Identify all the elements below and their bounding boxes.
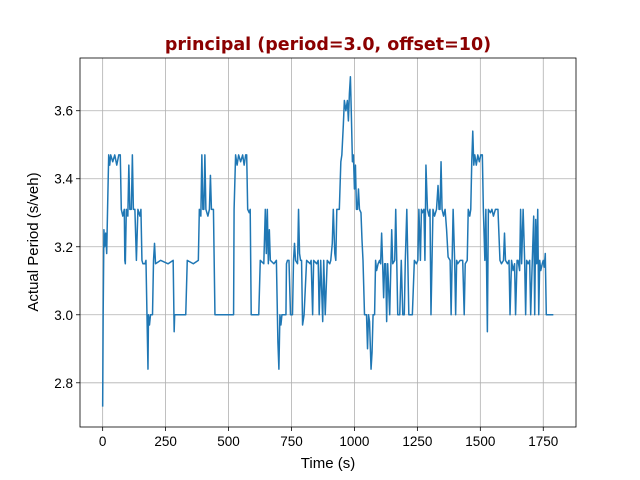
y-tick-label: 3.4 xyxy=(54,172,73,187)
x-tick-label: 750 xyxy=(280,434,303,449)
y-tick-label: 3.0 xyxy=(54,308,73,323)
y-axis: 2.8 3.0 3.2 3.4 3.6 xyxy=(54,104,80,391)
x-tick-label: 0 xyxy=(99,434,107,449)
x-axis-label: Time (s) xyxy=(301,455,355,472)
y-tick-label: 3.6 xyxy=(54,104,73,119)
y-tick-label: 3.2 xyxy=(54,240,73,255)
x-tick-label: 1750 xyxy=(528,434,558,449)
y-tick-label: 2.8 xyxy=(54,376,73,391)
x-tick-label: 500 xyxy=(217,434,240,449)
chart-title: principal (period=3.0, offset=10) xyxy=(165,35,491,55)
grid xyxy=(80,58,576,427)
x-tick-label: 1250 xyxy=(402,434,432,449)
x-tick-label: 1500 xyxy=(465,434,495,449)
series-line xyxy=(101,75,554,407)
x-tick-label: 1000 xyxy=(339,434,369,449)
x-tick-label: 250 xyxy=(154,434,177,449)
x-axis: 0 250 500 750 1000 1250 1500 1750 xyxy=(99,427,558,449)
plot-frame xyxy=(79,57,577,428)
y-axis-label: Actual Period (s/veh) xyxy=(25,172,42,311)
